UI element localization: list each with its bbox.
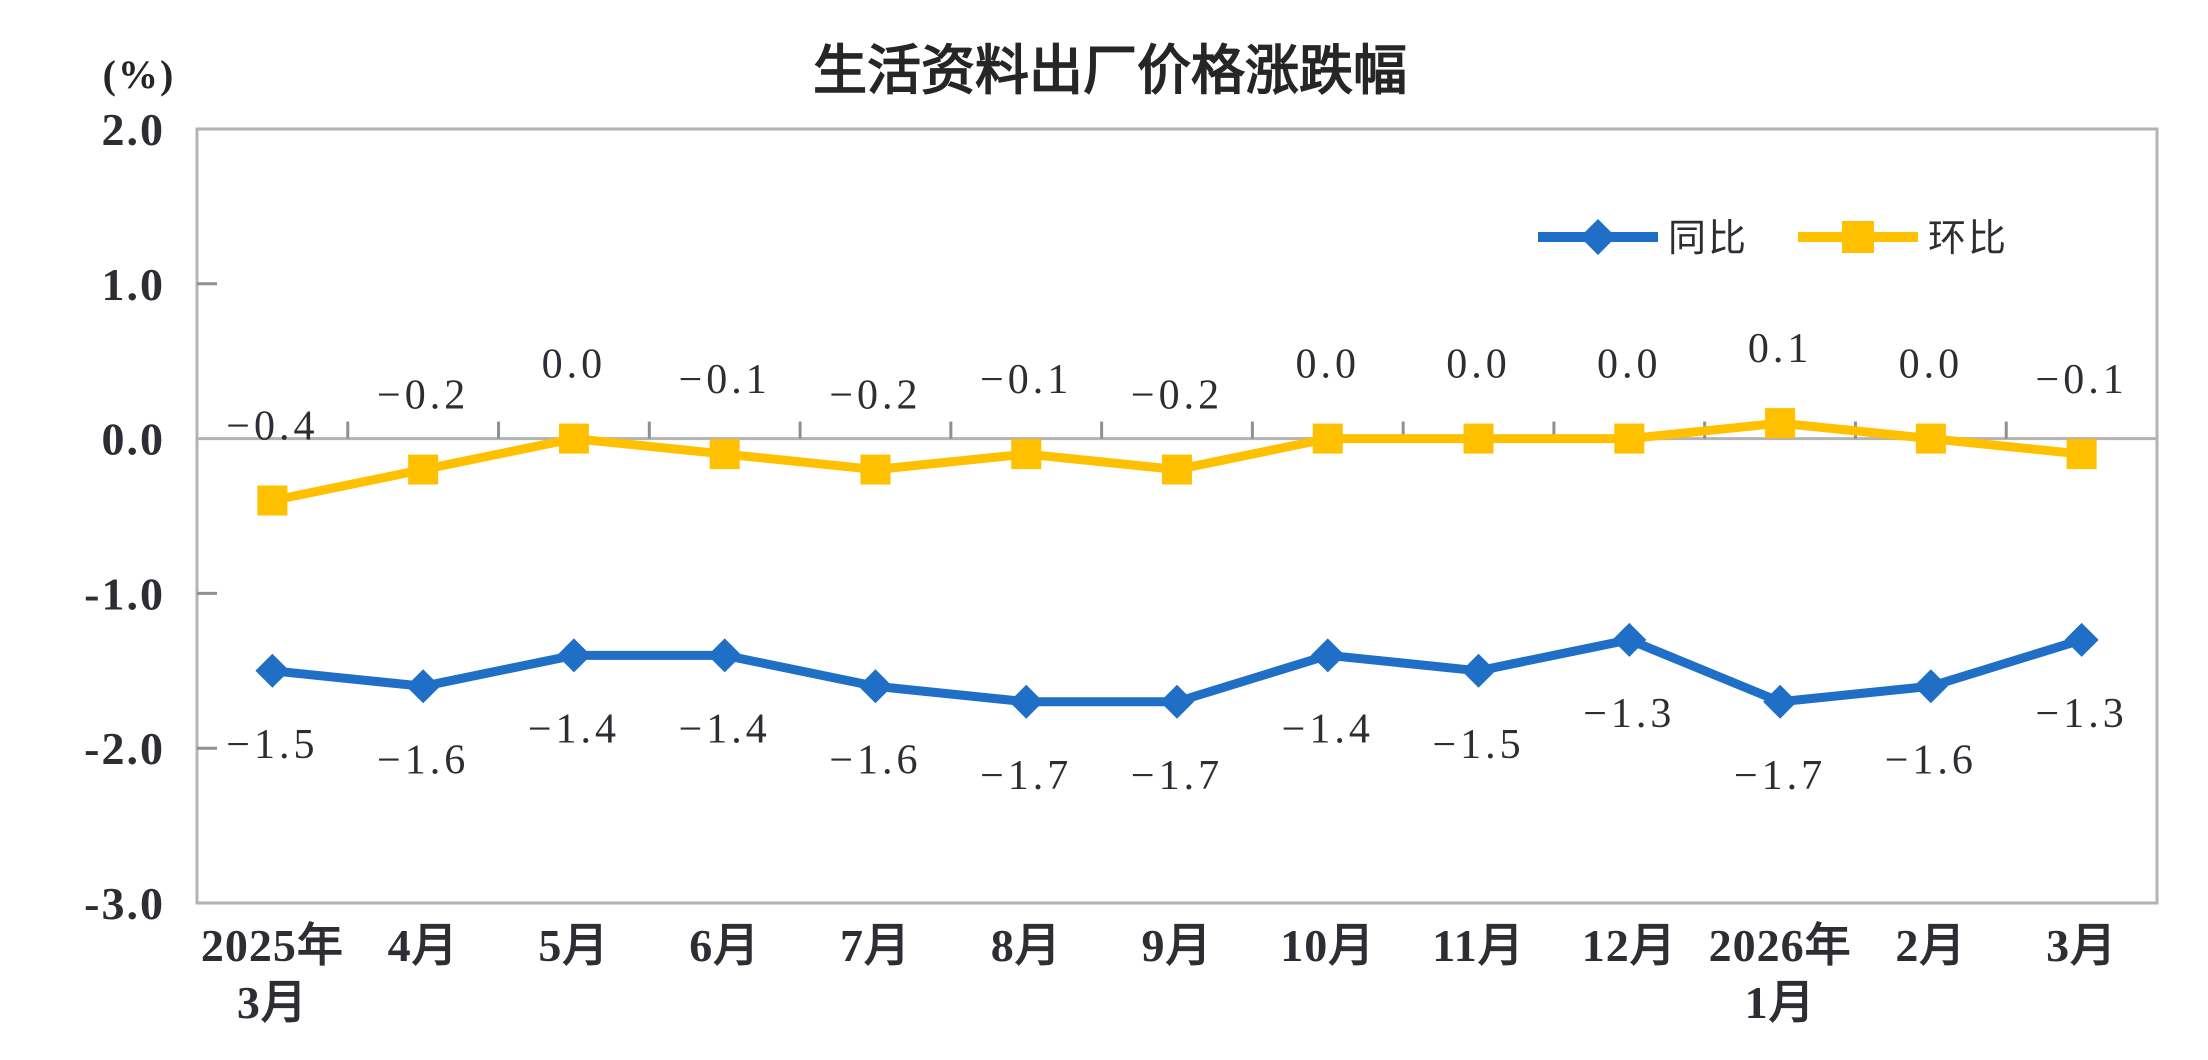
yoy-marker: [1009, 684, 1044, 719]
mom-marker: [1463, 423, 1494, 454]
yoy-data-label: −1.7: [1131, 753, 1223, 799]
mom-data-label: 0.0: [1446, 342, 1511, 388]
yoy-data-label: −1.6: [829, 737, 921, 783]
mom-data-label: 0.0: [542, 342, 607, 388]
yoy-data-label: −1.3: [1583, 691, 1675, 737]
x-category-label: 12月: [1582, 920, 1677, 971]
plot-border: [195, 127, 2159, 905]
yoy-data-label: −1.4: [1282, 706, 1374, 752]
yoy-data-label: −1.6: [377, 737, 469, 783]
x-category-label: 7月: [840, 920, 911, 971]
mom-marker: [1765, 408, 1796, 439]
mom-data-label: 0.0: [1296, 342, 1361, 388]
yoy-marker: [1310, 638, 1345, 673]
x-category-label: 9月: [1142, 920, 1213, 971]
y-axis-tick-label: -2.0: [84, 723, 165, 774]
x-category-label: 3月: [237, 977, 308, 1028]
y-axis-unit-label: (%): [103, 52, 176, 97]
yoy-marker: [255, 653, 290, 688]
mom-marker: [860, 454, 891, 485]
x-category-label: 8月: [991, 920, 1062, 971]
mom-data-label: −0.2: [377, 373, 469, 419]
yoy-marker: [1612, 622, 1647, 657]
mom-marker: [257, 485, 288, 516]
yoy-data-label: −1.4: [528, 706, 620, 752]
mom-marker: [2066, 439, 2097, 470]
mom-marker: [1162, 454, 1192, 485]
mom-marker: [1614, 423, 1645, 454]
mom-marker: [1312, 423, 1343, 454]
yoy-marker: [2064, 622, 2099, 657]
mom-data-label: −0.2: [829, 373, 921, 419]
y-axis-tick-label: 1.0: [102, 259, 166, 310]
x-category-label: 5月: [538, 920, 609, 971]
yoy-marker: [1160, 684, 1194, 719]
chart-title: 生活资料出厂价格涨跌幅: [813, 41, 1407, 101]
x-category-label: 3月: [2046, 920, 2117, 971]
legend-yoy-diamond-icon: [1580, 219, 1616, 255]
y-axis-tick-label: 0.0: [102, 414, 166, 465]
yoy-marker: [1913, 669, 1948, 704]
yoy-marker: [406, 669, 441, 704]
mom-marker: [709, 439, 740, 470]
yoy-marker: [1763, 684, 1798, 719]
mom-data-label: 0.1: [1748, 326, 1813, 372]
yoy-data-label: −1.6: [1885, 737, 1977, 783]
mom-data-label: 0.0: [1899, 342, 1964, 388]
y-axis-tick-label: 2.0: [102, 104, 166, 155]
x-category-label: 6月: [689, 920, 760, 971]
yoy-marker: [858, 669, 893, 704]
mom-data-label: −0.1: [980, 357, 1072, 403]
yoy-data-label: −1.5: [1432, 722, 1524, 768]
mom-data-label: −0.1: [679, 357, 771, 403]
mom-marker: [1011, 439, 1042, 470]
legend: 同比 环比: [1538, 218, 2008, 260]
yoy-marker: [707, 638, 742, 673]
y-axis-tick-label: -1.0: [84, 568, 165, 619]
yoy-marker: [556, 638, 591, 673]
x-category-label: 2025年: [201, 920, 344, 971]
legend-mom-square-icon: [1842, 221, 1874, 253]
mom-data-label: −0.2: [1131, 373, 1223, 419]
x-category-label: 1月: [1745, 977, 1816, 1028]
yoy-data-label: −1.7: [1734, 753, 1826, 799]
x-category-label: 4月: [388, 920, 459, 971]
y-axis-tick-label: -3.0: [84, 878, 165, 929]
mom-data-label: −0.1: [2036, 357, 2128, 403]
yoy-data-label: −1.7: [980, 753, 1072, 799]
yoy-data-label: −1.3: [2036, 691, 2128, 737]
legend-mom-label: 环比: [1928, 218, 2008, 260]
plot-area: 2.0 1.0 0.0 -1.0 -2.0 -3.0 2025年 3月 4月 5月 6月 7月 8月 9月…: [84, 104, 2159, 1028]
x-category-label: 2月: [1895, 920, 1966, 971]
mom-marker: [558, 423, 589, 454]
yoy-marker: [1461, 653, 1496, 688]
x-category-label: 2026年: [1709, 920, 1852, 971]
mom-marker: [408, 454, 439, 485]
mom-data-label: −0.4: [226, 404, 318, 450]
legend-yoy-label: 同比: [1668, 218, 1748, 260]
x-category-label: 11月: [1432, 920, 1524, 971]
x-category-label: 10月: [1280, 920, 1375, 971]
yoy-data-label: −1.4: [679, 706, 771, 752]
yoy-data-label: −1.5: [226, 722, 318, 768]
mom-data-label: 0.0: [1597, 342, 1662, 388]
mom-marker: [1915, 423, 1946, 454]
